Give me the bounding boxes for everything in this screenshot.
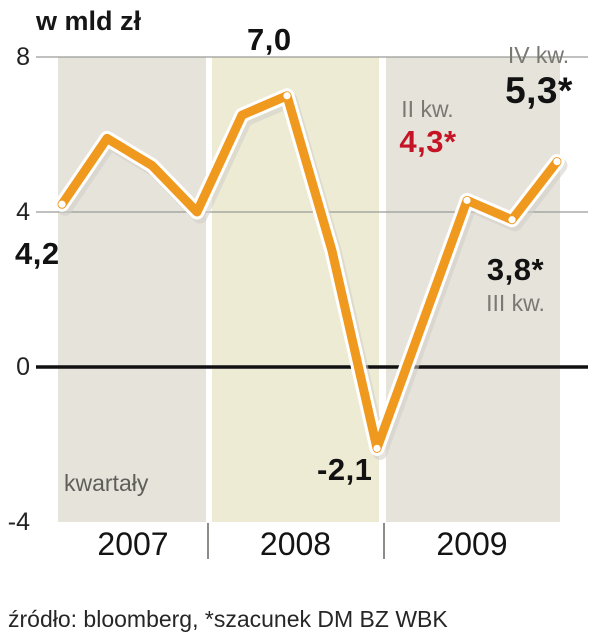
y-tick-minus4: -4	[7, 508, 30, 536]
data-point-marker	[283, 92, 291, 100]
y-tick-0: 0	[16, 353, 30, 381]
x-label-2009: 2009	[436, 526, 508, 562]
data-point-marker	[508, 216, 516, 224]
label-quarter-q2-2009: II kw.	[401, 96, 454, 122]
label-value-q4-2009: 5,3*	[505, 70, 573, 111]
quarterly-line-chart	[36, 56, 588, 559]
label-value-trough: -2,1	[317, 452, 373, 487]
label-value-2007q1: 4,2	[15, 236, 60, 271]
y-tick-4: 4	[16, 198, 30, 226]
data-point-marker	[463, 196, 471, 204]
x-label-2007: 2007	[97, 526, 169, 562]
y-tick-8: 8	[16, 43, 30, 71]
source-note: źródło: bloomberg, *szacunek DM BZ WBK	[8, 606, 448, 632]
x-label-2008: 2008	[259, 526, 332, 562]
label-value-q2-2009: 4,3*	[399, 124, 457, 159]
label-value-q3-2009: 3,8*	[486, 252, 545, 287]
x-axis-note: kwartały	[64, 470, 149, 496]
data-point-marker	[373, 444, 381, 452]
year-band-2009	[386, 57, 560, 522]
label-value-peak: 7,0	[247, 22, 292, 57]
label-quarter-q4-2009: IV kw.	[507, 42, 570, 68]
data-point-marker	[553, 158, 561, 166]
chart-title: w mld zł	[36, 6, 142, 36]
profit-line	[57, 91, 562, 453]
data-point-marker	[58, 200, 66, 208]
year-band-2007	[58, 57, 206, 522]
label-quarter-q3-2009: III kw.	[486, 290, 545, 316]
